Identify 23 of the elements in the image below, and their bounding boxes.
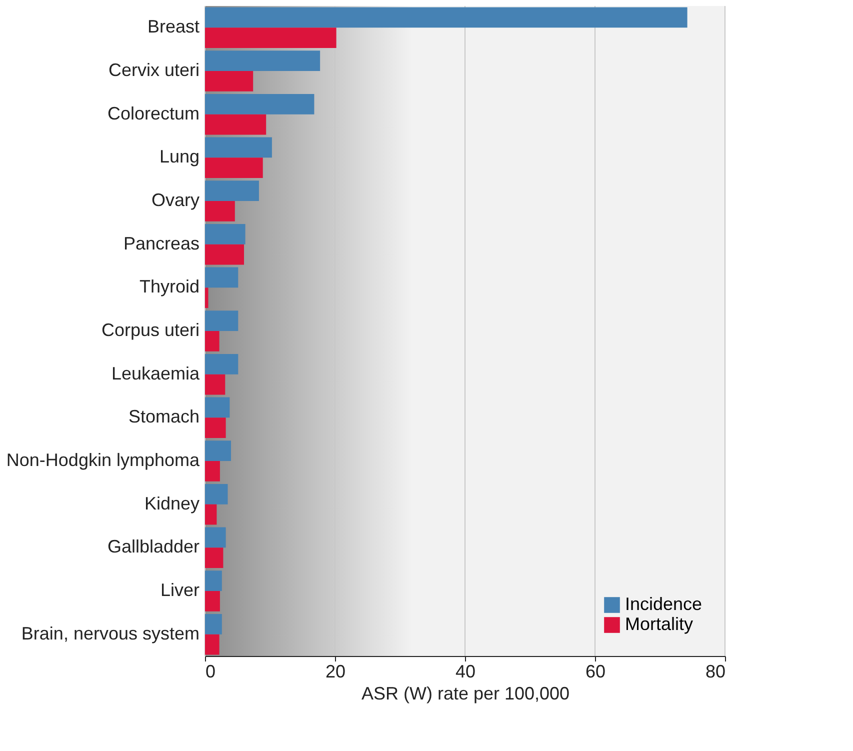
y-tick-label: Stomach: [128, 406, 200, 427]
legend-label: Incidence: [625, 594, 702, 614]
x-tick-label: 40: [455, 662, 476, 682]
x-tick-label: 80: [705, 662, 726, 682]
x-axis-title: ASR (W) rate per 100,000: [361, 684, 570, 704]
y-tick-label: Colorectum: [107, 103, 200, 124]
x-tick-label: 20: [325, 662, 346, 682]
legend-label: Mortality: [625, 614, 694, 634]
y-tick-label: Kidney: [144, 493, 200, 514]
y-tick-label: Gallbladder: [107, 536, 200, 557]
y-tick-label: Pancreas: [123, 233, 200, 254]
x-tick-label: 0: [206, 662, 216, 682]
y-tick-label: Corpus uteri: [101, 320, 200, 340]
y-tick-label: Brain, nervous system: [21, 623, 200, 644]
y-tick-label: Thyroid: [139, 276, 200, 297]
y-tick-label: Cervix uteri: [108, 60, 200, 80]
y-tick-label: Liver: [160, 580, 200, 600]
y-tick-label: Lung: [159, 146, 200, 167]
y-tick-label: Breast: [147, 16, 200, 37]
x-tick-label: 60: [585, 662, 606, 682]
y-tick-label: Ovary: [151, 190, 200, 210]
y-tick-label: Leukaemia: [111, 363, 200, 384]
y-tick-label: Non-Hodgkin lymphoma: [6, 450, 200, 470]
